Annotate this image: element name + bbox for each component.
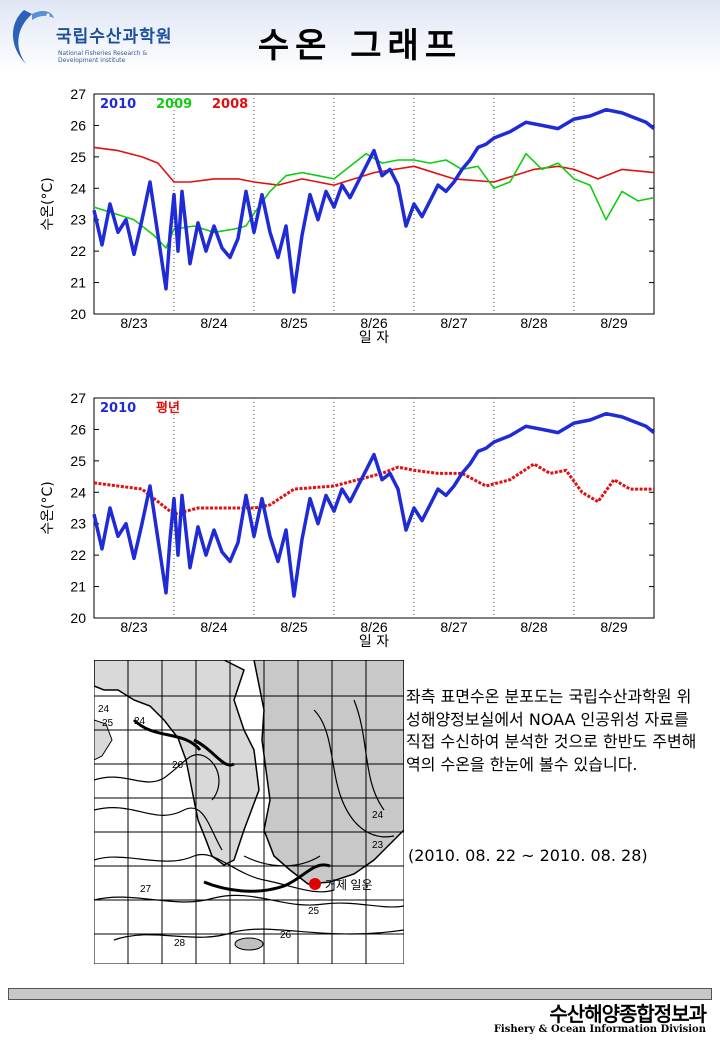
x-tick-label: 8/24 [200,315,227,331]
contour-label: 28 [174,938,186,949]
y-tick-label: 26 [70,421,86,437]
y-tick-label: 23 [70,212,86,228]
x-tick-label: 8/29 [600,619,627,635]
x-tick-label: 8/25 [280,619,307,635]
y-tick-label: 24 [70,484,86,500]
contour-label: 24 [134,716,146,727]
x-tick-label: 8/25 [280,315,307,331]
series-line-2010 [92,411,656,598]
sst-map: 24 25 24 26 24 23 27 25 26 28 거제 일운 [93,659,405,965]
y-tick-label: 20 [70,306,86,322]
legend-entry: 2010 [100,401,136,416]
contour-label: 26 [280,930,292,941]
y-tick-label: 25 [70,453,86,469]
y-tick-label: 27 [70,390,86,406]
legend-entry: 평년 [156,400,180,416]
contour-label: 25 [102,718,114,729]
y-tick-label: 20 [70,610,86,626]
nfrdi-logo: 국립수산과학원 National Fisheries Research & De… [4,4,184,70]
sst-map-image: 24 25 24 26 24 23 27 25 26 28 거제 일운 [93,659,405,965]
contour-label: 27 [140,884,152,895]
legend-entry: 2010 [100,97,136,112]
y-tick-label: 26 [70,117,86,133]
x-tick-label: 8/27 [440,315,467,331]
x-tick-label: 8/26 [360,315,387,331]
legend-entry: 2008 [212,97,248,112]
x-tick-label: 8/27 [440,619,467,635]
x-tick-label: 8/29 [600,315,627,331]
y-tick-label: 22 [70,243,86,259]
contour-label: 24 [98,704,110,715]
x-tick-label: 8/26 [360,619,387,635]
contour-label: 24 [372,810,384,821]
y-tick-label: 21 [70,579,86,595]
logo-title: 국립수산과학원 [56,27,173,47]
contour-label: 23 [372,840,384,851]
contour-label: 26 [172,760,184,771]
x-tick-label: 8/23 [120,315,147,331]
plot-frame [93,93,655,315]
fish-logo-icon [12,10,54,64]
location-marker-icon [309,878,321,890]
x-tick-label: 8/23 [120,619,147,635]
logo-subtitle: National Fisheries Research & Developmen… [58,50,148,64]
chart-svg: 20 21 22 23 24 25 26 27 8/23 8/24 8/25 8/26 8/27 8/28… [40,86,656,346]
y-tick-label: 27 [70,86,86,102]
chart-svg: 20 21 22 23 24 25 26 27 8/23 8/24 8/25 8/26 8/27 8/28… [40,390,656,650]
marker-label: 거제 일운 [325,878,373,892]
x-tick-label: 8/28 [520,619,547,635]
y-tick-label: 23 [70,516,86,532]
y-tick-label: 24 [70,180,86,196]
series-line-2010 [92,107,656,294]
legend-entry: 2009 [156,97,192,112]
footer-divider [8,988,712,1000]
y-tick-label: 22 [70,547,86,563]
contour-label: 25 [308,906,320,917]
header-band [0,0,720,75]
footer-subtitle: Fishery & Ocean Information Division [493,1024,706,1035]
map-description: 좌측 표면수온 분포도는 국립수산과학원 위성해양정보실에서 NOAA 인공위성… [406,687,697,774]
x-axis-label: 일 자 [359,634,389,650]
y-tick-label: 25 [70,149,86,165]
chart-temperature-years: 20 21 22 23 24 25 26 27 8/23 8/24 8/25 8/26 8/27 8/28… [0,82,720,352]
x-axis-label: 일 자 [359,330,389,346]
plot-frame [93,397,655,619]
y-tick-label: 21 [70,275,86,291]
chart-temperature-normal: 20 21 22 23 24 25 26 27 8/23 8/24 8/25 8/26 8/27 8/28… [0,386,720,656]
x-tick-label: 8/24 [200,619,227,635]
series-line-2008 [93,146,655,186]
y-axis-label: 수온(°C) [40,481,56,534]
y-axis-label: 수온(°C) [40,177,56,230]
page-title: 수온 그래프 [257,26,463,66]
period-text: (2010. 08. 22 ~ 2010. 08. 28) [408,846,648,865]
x-tick-label: 8/28 [520,315,547,331]
series-line-2009 [93,152,655,249]
footer-title: 수산해양종합정보과 [549,1002,707,1026]
